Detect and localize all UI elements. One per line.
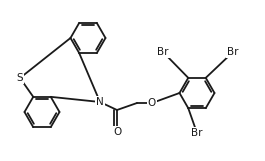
- Text: Br: Br: [227, 47, 239, 57]
- Text: O: O: [113, 127, 121, 137]
- Text: Br: Br: [157, 47, 169, 57]
- Text: O: O: [148, 98, 156, 108]
- Text: N: N: [96, 97, 104, 107]
- Text: Br: Br: [191, 128, 203, 138]
- Text: S: S: [17, 73, 23, 83]
